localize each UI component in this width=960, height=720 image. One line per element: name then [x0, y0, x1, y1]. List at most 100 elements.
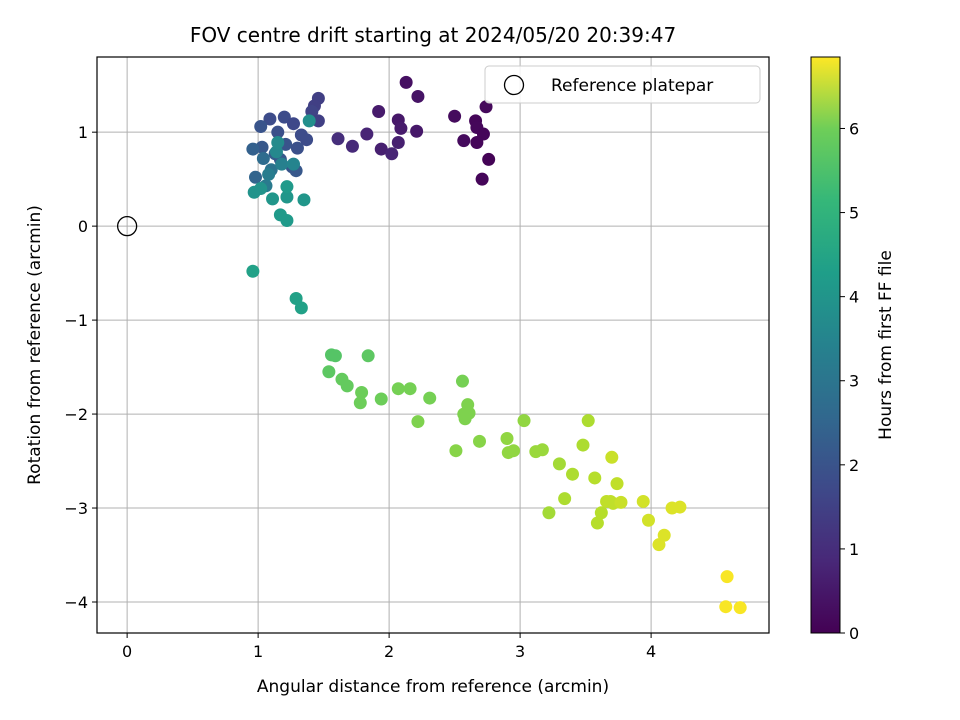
x-tick-label: 1 [253, 642, 263, 661]
colorbar-tick-label: 1 [849, 540, 859, 559]
colorbar-tick-label: 6 [849, 119, 859, 138]
data-point [500, 431, 514, 445]
data-point [286, 157, 300, 171]
plot-frame [96, 56, 770, 634]
data-point [394, 121, 408, 135]
data-point [311, 114, 325, 128]
data-point [271, 125, 285, 139]
colorbar-label: Hours from first FF file [876, 250, 896, 440]
data-point [733, 601, 747, 615]
data-point [552, 457, 566, 471]
colorbar [810, 56, 841, 634]
y-tick-label: 1 [78, 123, 88, 142]
reference-point-marker [116, 215, 138, 237]
data-point [482, 152, 496, 166]
data-point [374, 392, 388, 406]
data-point [391, 136, 405, 150]
data-point [290, 141, 304, 155]
data-point [262, 167, 276, 181]
data-point [340, 379, 354, 393]
data-point [280, 213, 294, 227]
data-point [277, 110, 291, 124]
data-points [246, 75, 747, 615]
data-point [275, 157, 289, 171]
data-point [355, 385, 369, 399]
data-point [280, 190, 294, 204]
data-point [263, 112, 277, 126]
data-point [542, 506, 556, 520]
data-point [594, 506, 608, 520]
grid-lines [97, 57, 769, 633]
data-point [610, 477, 624, 491]
data-point [360, 127, 374, 141]
data-point [297, 193, 311, 207]
data-point [399, 75, 413, 89]
data-point [558, 492, 572, 506]
data-point [372, 104, 386, 118]
data-point [517, 414, 531, 428]
y-tick-label: −2 [64, 405, 88, 424]
data-point [411, 415, 425, 429]
data-point [473, 434, 487, 448]
data-point [641, 513, 655, 527]
data-point [374, 142, 388, 156]
data-point [449, 444, 463, 458]
data-point [423, 391, 437, 405]
data-point [280, 180, 294, 194]
data-point [249, 170, 263, 184]
data-point [590, 516, 604, 530]
data-point [455, 374, 469, 388]
data-point [636, 494, 650, 508]
data-point [254, 182, 268, 196]
data-point [403, 382, 417, 396]
legend: Reference platepar [484, 65, 761, 104]
y-axis-label: Rotation from reference (arcmin) [25, 205, 45, 485]
data-point [361, 349, 375, 363]
legend-box [484, 65, 761, 104]
x-tick-label: 2 [384, 642, 394, 661]
data-point [246, 142, 260, 156]
data-point [507, 444, 521, 458]
chart-title: FOV centre drift starting at 2024/05/20 … [190, 23, 676, 47]
data-point [300, 133, 314, 147]
data-point [391, 382, 405, 396]
data-point [479, 100, 493, 114]
x-tick-label: 0 [122, 642, 132, 661]
colorbar-tick-label: 2 [849, 456, 859, 475]
data-point [566, 467, 580, 481]
data-point [271, 136, 285, 150]
data-point [266, 192, 280, 206]
colorbar-tick-label: 0 [849, 624, 859, 643]
y-tick-label: −1 [64, 311, 88, 330]
y-tick-label: −3 [64, 499, 88, 518]
data-point [720, 570, 734, 584]
data-point [302, 114, 316, 128]
data-point [254, 120, 268, 134]
x-axis-label: Angular distance from reference (arcmin) [257, 677, 609, 697]
x-tick-label: 4 [646, 642, 656, 661]
data-point [353, 396, 367, 410]
data-point [673, 500, 687, 514]
legend-marker-open-circle [503, 74, 525, 96]
x-axis-ticks: 0 1 2 3 4 [122, 633, 656, 661]
data-point [470, 136, 484, 150]
data-point [475, 172, 489, 186]
x-tick-label: 3 [515, 642, 525, 661]
data-point [576, 438, 590, 452]
reference-point-layer [116, 215, 138, 237]
y-tick-label: 0 [78, 217, 88, 236]
colorbar-tick-label: 3 [849, 372, 859, 391]
data-point [322, 365, 336, 379]
data-point [345, 139, 359, 153]
data-point [331, 132, 345, 146]
data-point [458, 412, 472, 426]
data-point [614, 495, 628, 509]
data-point [385, 147, 399, 161]
data-point [719, 600, 733, 614]
y-axis-ticks: −4 −3 −2 −1 0 1 [64, 123, 97, 612]
data-point [457, 134, 471, 148]
data-point [246, 264, 260, 278]
colorbar-tick-label: 4 [849, 288, 859, 307]
colorbar-ticks: 0 1 2 3 4 5 6 [840, 119, 859, 643]
